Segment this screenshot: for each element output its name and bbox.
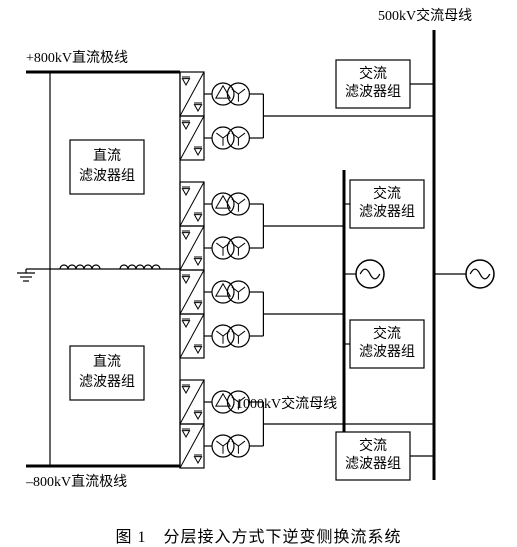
ac-connections	[249, 94, 434, 446]
ac-filter-box: 交流滤波器组	[344, 320, 424, 368]
ac-filter-box: 交流滤波器组	[336, 432, 434, 480]
figure-caption: 图 1 分层接入方式下逆变侧换流系统	[0, 523, 517, 547]
neutral-bus	[17, 265, 180, 281]
svg-text:滤波器组: 滤波器组	[79, 168, 135, 184]
ac-filter-box: 交流滤波器组	[336, 60, 434, 108]
transformer	[204, 83, 249, 105]
svg-text:滤波器组: 滤波器组	[359, 204, 415, 220]
transformer	[204, 281, 249, 303]
dc-filter-box: 直流滤波器组	[70, 140, 144, 194]
svg-text:直流: 直流	[93, 147, 121, 164]
svg-text:滤波器组: 滤波器组	[359, 344, 415, 360]
ac-filter-box: 交流滤波器组	[344, 180, 424, 228]
transformer	[204, 193, 249, 215]
bus-1000kv: 1000kV交流母线	[236, 170, 344, 480]
svg-text:500kV交流母线: 500kV交流母线	[378, 7, 472, 24]
dc-filter-box: 直流滤波器组	[70, 346, 144, 400]
svg-text:交流: 交流	[359, 65, 387, 82]
svg-text:滤波器组: 滤波器组	[345, 84, 401, 100]
svg-text:滤波器组: 滤波器组	[345, 456, 401, 472]
transformer	[204, 237, 249, 259]
converter-valve	[180, 182, 204, 226]
svg-text:1000kV交流母线: 1000kV交流母线	[236, 395, 337, 412]
converter-valve	[180, 424, 204, 468]
ac-source-500	[434, 260, 494, 288]
svg-text:滤波器组: 滤波器组	[79, 374, 135, 390]
svg-text:交流: 交流	[373, 325, 401, 342]
converter-valve	[180, 72, 204, 116]
svg-text:直流: 直流	[93, 353, 121, 370]
svg-text:–800kV直流极线: –800kV直流极线	[25, 473, 127, 490]
ac-source-1000	[344, 260, 384, 288]
converter-valve	[180, 226, 204, 270]
transformer	[204, 325, 249, 347]
converter-valve	[180, 314, 204, 358]
svg-text:交流: 交流	[373, 185, 401, 202]
svg-text:+800kV直流极线: +800kV直流极线	[26, 49, 128, 66]
converter-valve	[180, 380, 204, 424]
converter-valve	[180, 116, 204, 160]
converter-valve	[180, 270, 204, 314]
svg-text:交流: 交流	[359, 437, 387, 454]
valve-stack	[180, 72, 204, 468]
transformer	[204, 435, 249, 457]
transformer	[204, 127, 249, 149]
